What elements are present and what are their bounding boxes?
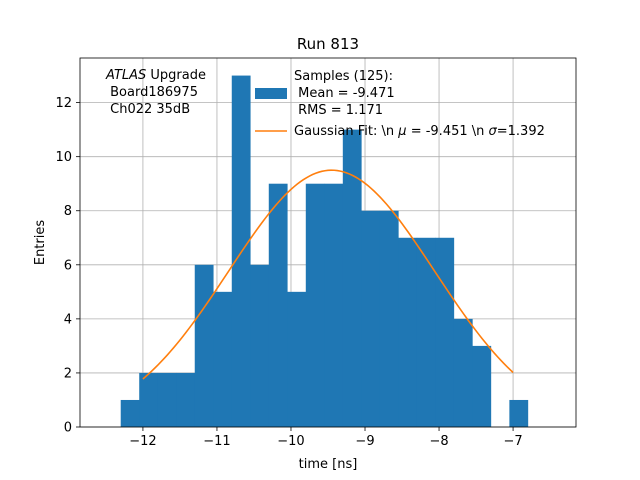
histogram-bar (398, 237, 418, 427)
gaussian-fit-curve (142, 169, 514, 380)
x-tick-label: −7 (503, 434, 522, 449)
legend-fit-label: Gaussian Fit: \n μ = -9.451 \n σ=1.392 (294, 124, 545, 139)
atlas-annotation: ATLAS Upgrade Board186975 Ch022 35dB (105, 68, 206, 117)
histogram-bar (213, 291, 233, 427)
histogram-bar (361, 210, 381, 427)
channel-label: Ch022 35dB (106, 102, 190, 117)
legend-mean-label: Mean = -9.471 (294, 86, 395, 101)
histogram-bar (509, 399, 529, 427)
histogram-bar (435, 237, 455, 427)
x-tick-label: −11 (203, 434, 230, 449)
y-tick-label: 2 (64, 366, 72, 381)
histogram-bar (416, 237, 436, 427)
histogram-bar (342, 129, 362, 427)
gaussian-fit (142, 169, 514, 380)
histogram-bar (268, 183, 288, 427)
legend-fit-part-2: = -9.451 \n (407, 124, 489, 139)
legend-fit-part-3: =1.392 (497, 124, 545, 139)
y-tick-label: 6 (64, 258, 72, 273)
histogram-bar (176, 372, 196, 427)
legend-fit-part-1: Gaussian Fit: \n (294, 124, 398, 139)
y-tick-label: 8 (64, 204, 72, 219)
atlas-upgrade: Upgrade (146, 68, 206, 83)
y-tick-label: 10 (55, 150, 72, 165)
histogram-bar (472, 345, 492, 427)
legend-fit-sigma: σ (489, 124, 498, 139)
y-tick-label: 0 (64, 421, 72, 436)
y-tick-label: 4 (64, 312, 72, 327)
x-tick-label: −12 (129, 434, 156, 449)
histogram-bar (139, 372, 159, 427)
x-axis-ticks: −12 −11 −10 −9 −8 −7 (129, 427, 523, 449)
legend: Samples (125): Mean = -9.471 RMS = 1.171… (255, 69, 545, 139)
legend-histogram-patch (255, 88, 287, 99)
x-tick-label: −8 (429, 434, 448, 449)
legend-rms-label: RMS = 1.171 (294, 103, 383, 118)
board-label: Board186975 (106, 85, 198, 100)
histogram-bar (250, 264, 270, 427)
histogram-bar (453, 318, 473, 427)
histogram-bar (287, 291, 307, 427)
y-tick-label: 12 (55, 96, 72, 111)
legend-fit-mu: μ (397, 124, 406, 139)
x-axis-label: time [ns] (299, 457, 358, 472)
histogram-bar (324, 183, 344, 427)
atlas-italic: ATLAS (105, 68, 146, 83)
histogram-bar (305, 183, 325, 427)
histogram-bar (194, 264, 214, 427)
y-axis-ticks: 0 2 4 6 8 10 12 (55, 96, 80, 436)
plot-frame (79, 57, 577, 428)
y-axis-label: Entries (33, 220, 48, 266)
histogram-bar (120, 399, 140, 427)
chart-title: Run 813 (297, 35, 359, 53)
x-tick-label: −10 (277, 434, 304, 449)
histogram-bar (379, 210, 399, 427)
x-tick-label: −9 (355, 434, 374, 449)
atlas-label: ATLAS Upgrade (105, 68, 206, 83)
legend-samples-label: Samples (125): (294, 69, 393, 84)
histogram-bar (157, 372, 177, 427)
